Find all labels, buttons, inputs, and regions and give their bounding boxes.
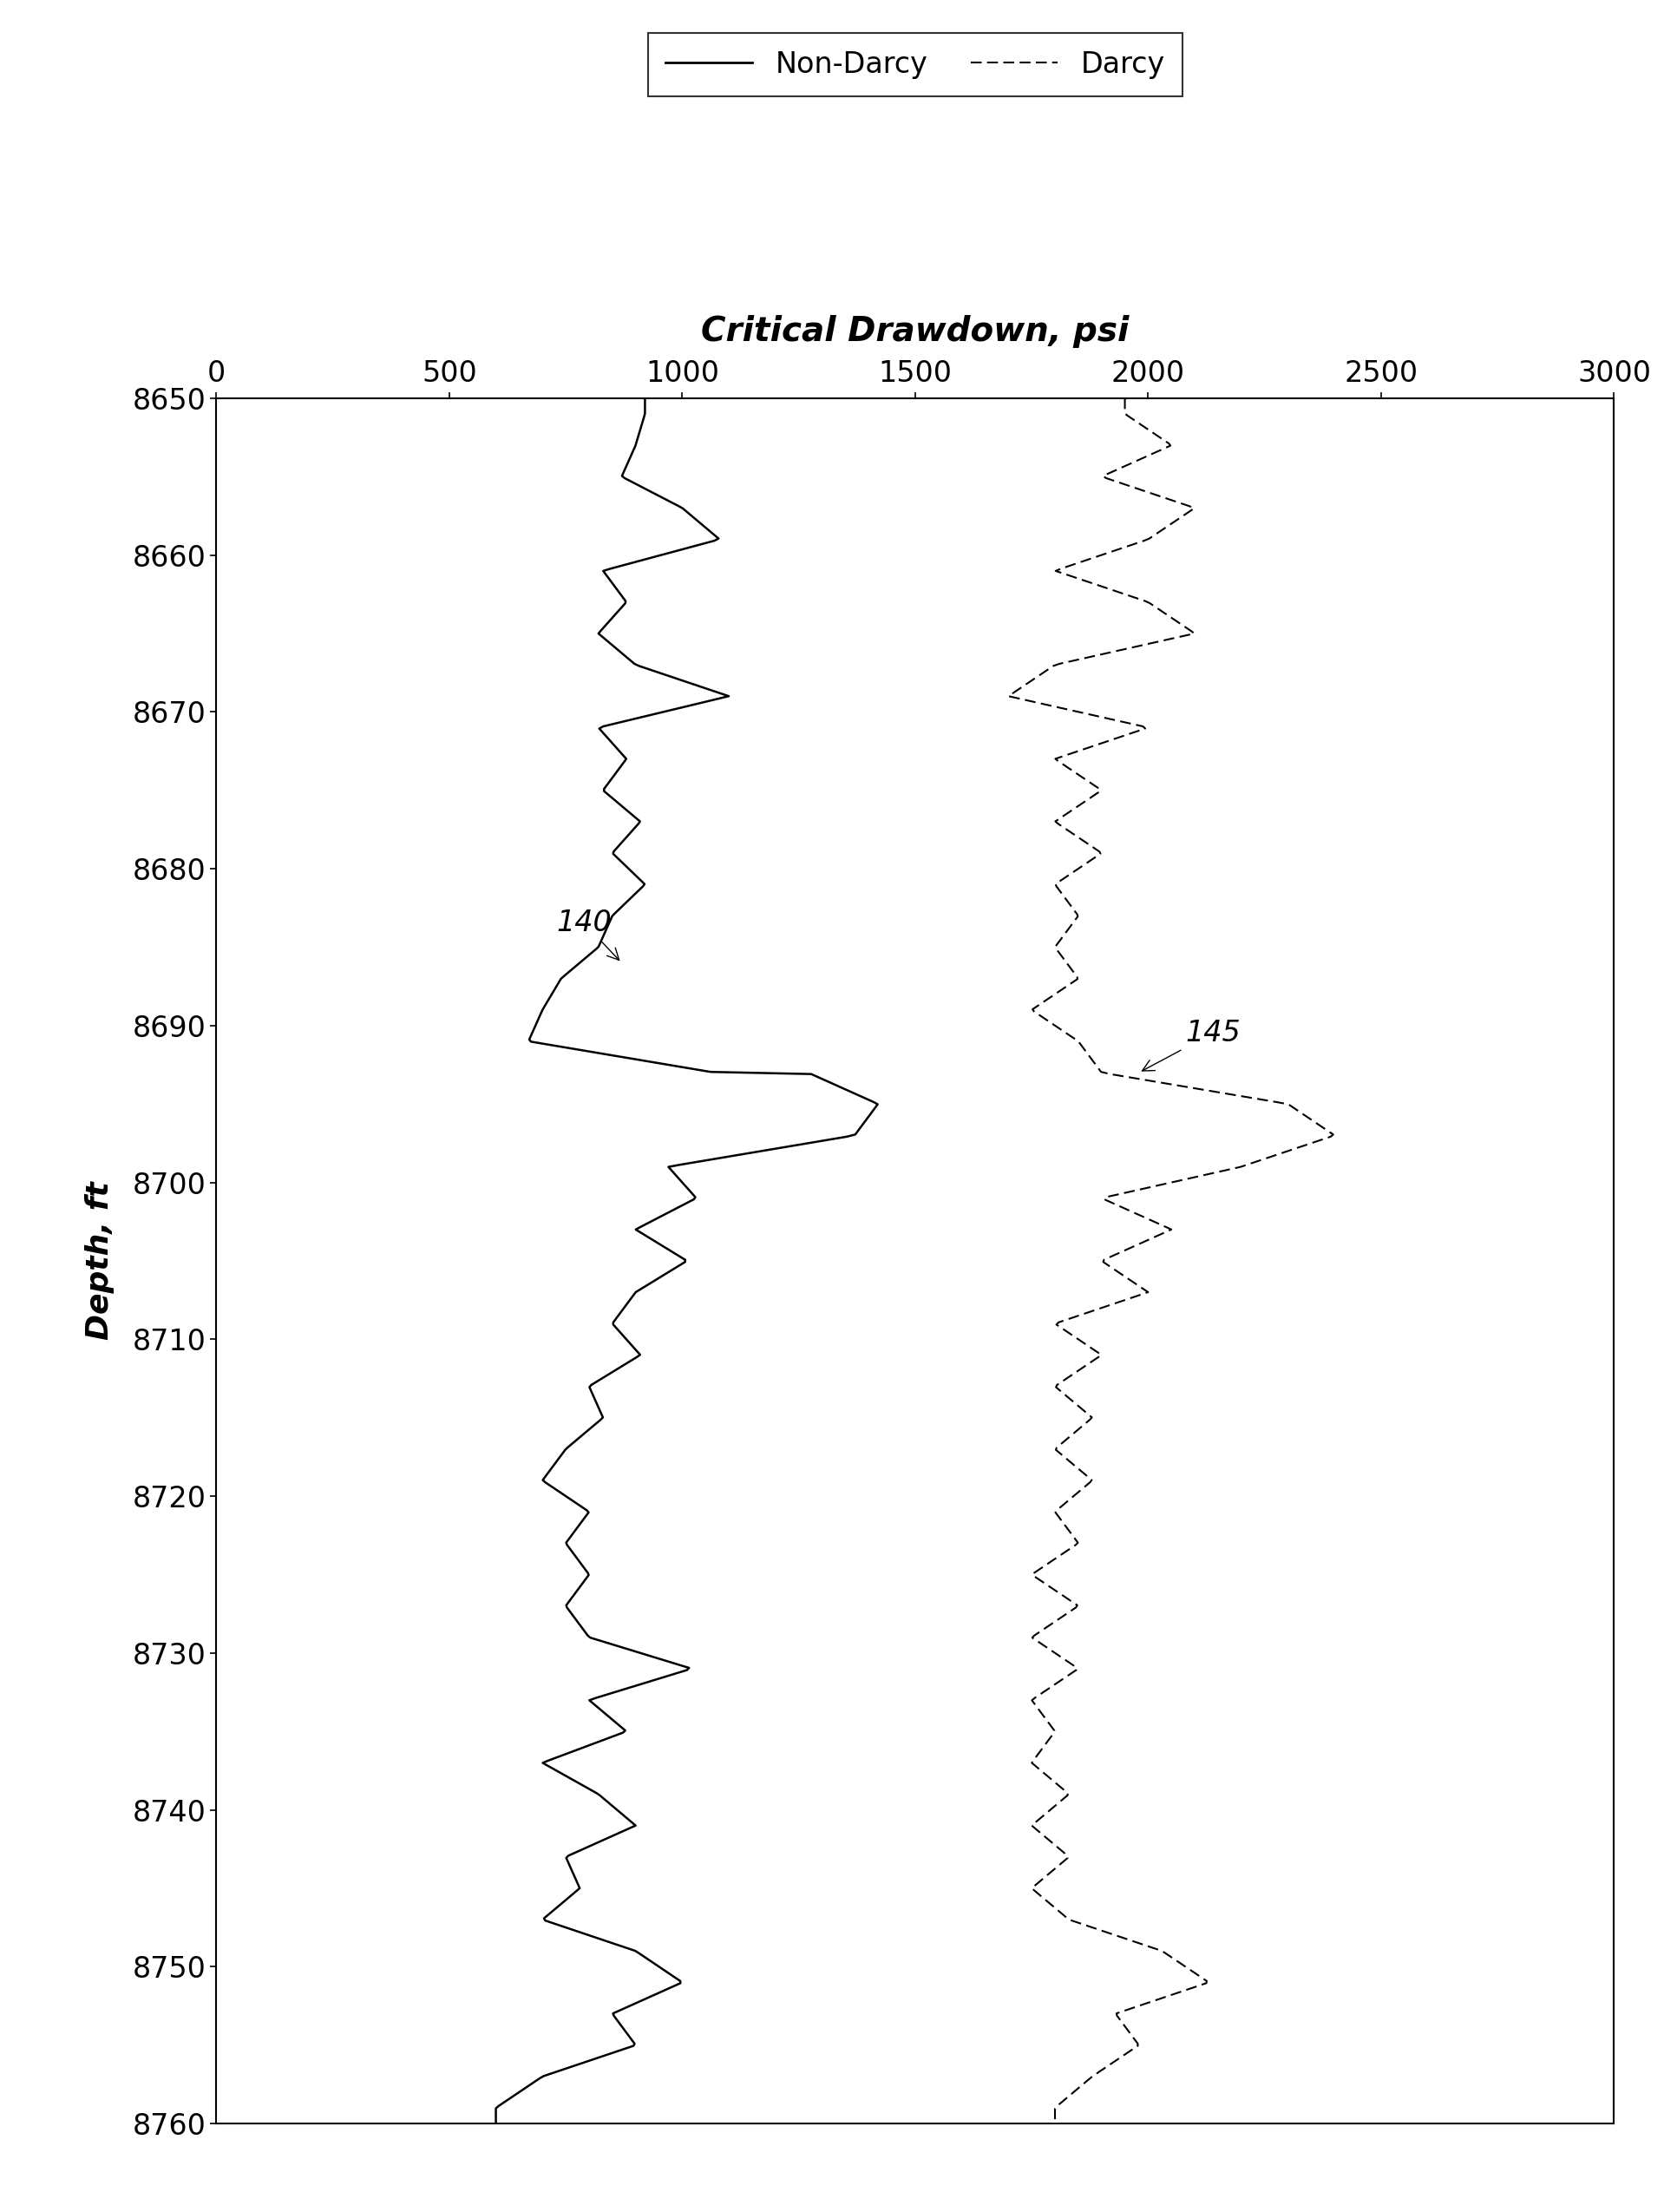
Darcy [1045, 2110, 1065, 2137]
Legend: Non-Darcy, Darcy: Non-Darcy, Darcy [647, 33, 1183, 97]
Darcy [1050, 1431, 1070, 1458]
Line: Darcy: Darcy [1008, 398, 1333, 2124]
Non-Darcy [486, 2110, 506, 2137]
Darcy [1062, 1387, 1082, 1413]
Text: 140: 140 [556, 909, 619, 960]
Darcy [1062, 1484, 1082, 1511]
Darcy [1027, 1871, 1047, 1898]
Non-Darcy [586, 1387, 606, 1413]
Non-Darcy [567, 1871, 587, 1898]
Non-Darcy [557, 1484, 577, 1511]
Non-Darcy [636, 385, 656, 411]
Line: Non-Darcy: Non-Darcy [496, 398, 877, 2124]
X-axis label: Critical Drawdown, psi: Critical Drawdown, psi [701, 314, 1130, 347]
Darcy [1027, 1694, 1047, 1721]
Text: 145: 145 [1142, 1020, 1241, 1071]
Y-axis label: Depth, ft: Depth, ft [85, 1181, 115, 1340]
Darcy [1173, 491, 1193, 518]
Non-Darcy [561, 1431, 581, 1458]
Non-Darcy [587, 1694, 607, 1721]
Darcy [1115, 385, 1135, 411]
Non-Darcy [664, 491, 684, 518]
